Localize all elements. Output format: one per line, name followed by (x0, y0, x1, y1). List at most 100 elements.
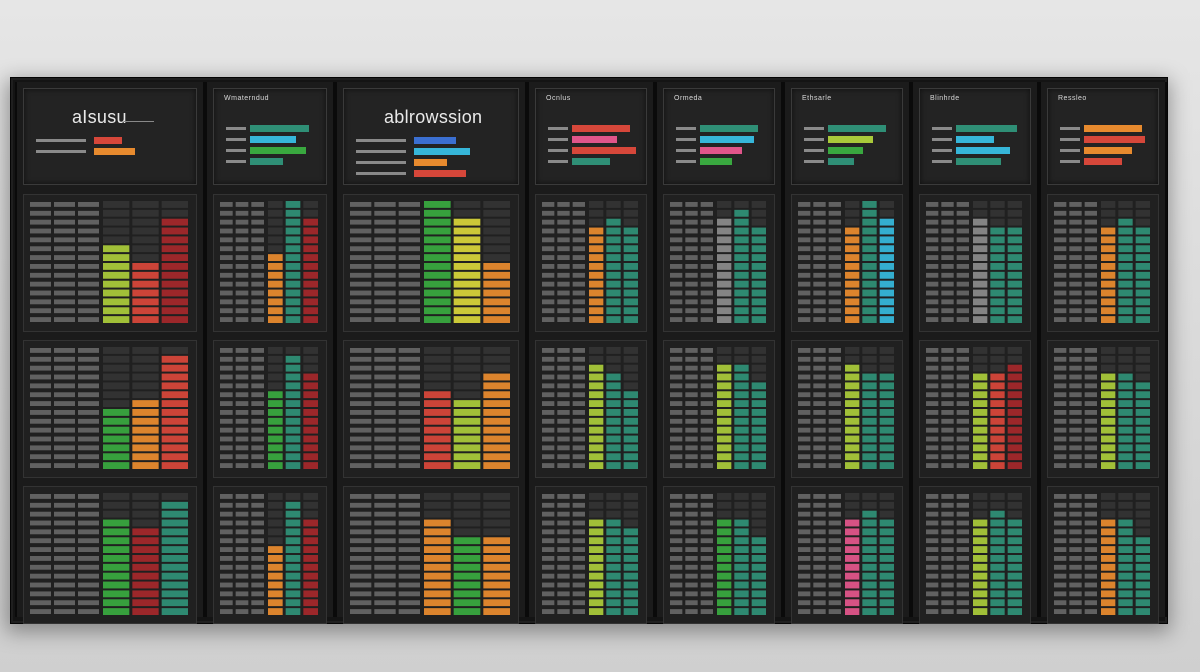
grid-cell (926, 264, 939, 269)
accent-cell (1135, 400, 1150, 407)
grid-cell (1084, 547, 1097, 552)
grid-cell (926, 591, 939, 597)
accent-cell (285, 453, 301, 461)
accent-cell (845, 563, 860, 571)
grid-cell (572, 520, 585, 526)
grid-cell (798, 564, 811, 570)
grid-cell (1084, 591, 1097, 597)
accent-cell (483, 510, 510, 518)
accent-cell (161, 501, 188, 509)
grid-cell (220, 463, 233, 468)
accent-cell (845, 590, 860, 598)
accent-cell (973, 271, 988, 279)
accent-cell (453, 289, 481, 297)
accent-cell (845, 546, 860, 553)
grid-cell (235, 383, 249, 389)
accent-cell (623, 590, 638, 598)
header-bar-label (226, 138, 246, 141)
accent-cell (303, 528, 318, 536)
grid-cell (941, 573, 954, 579)
accent-cell (1135, 289, 1150, 297)
grid-cell (1084, 600, 1097, 606)
grid-cell (350, 281, 372, 287)
grid-cell (30, 538, 51, 544)
grid-cell (685, 427, 698, 433)
accent-cell (973, 599, 988, 607)
accent-cell (285, 289, 301, 297)
grid-cell (557, 454, 570, 460)
accent-cell (424, 590, 451, 598)
accent-cell (717, 501, 732, 509)
grid-cell (670, 401, 683, 406)
grid-cell (828, 520, 841, 526)
accent-cell (862, 254, 877, 261)
grid-cell (572, 427, 585, 433)
header-bar (94, 148, 135, 155)
grid-cell (542, 202, 555, 207)
accent-cell (285, 254, 301, 261)
accent-cell (879, 563, 894, 571)
accent-cell (483, 218, 510, 226)
grid-cell (813, 418, 826, 424)
accent-cell (879, 510, 894, 518)
grid-cell (54, 365, 75, 371)
grid-cell (1054, 383, 1067, 389)
accent-cell (990, 307, 1005, 315)
grid-cell (1069, 317, 1082, 322)
grid-cell (941, 348, 954, 353)
accent-cell (268, 209, 283, 217)
grid-cell (926, 520, 939, 526)
grid-cell (926, 365, 939, 371)
grid-cell (78, 365, 99, 371)
accent-cell (734, 572, 749, 580)
accent-cell (734, 347, 749, 354)
accent-cell (589, 444, 604, 452)
grid-cell (572, 573, 585, 579)
accent-cell (453, 510, 481, 518)
accent-cell (1007, 347, 1022, 354)
grid-cell (557, 410, 570, 415)
accent-cell (606, 289, 621, 297)
grid-cell (1054, 410, 1067, 415)
grid-cell (54, 564, 75, 570)
accent-cell (751, 608, 766, 615)
grid-cell (700, 401, 713, 406)
accent-cell (424, 347, 451, 354)
grid-cell (700, 272, 713, 278)
grid-cell (685, 600, 698, 606)
grid-cell (798, 210, 811, 216)
header-bar (700, 136, 754, 143)
grid-cell (542, 356, 555, 362)
grid-cell (1084, 365, 1097, 371)
header-bar (572, 125, 630, 132)
accent-cell (424, 555, 451, 562)
grid-cell (572, 564, 585, 570)
grid-cell (542, 365, 555, 371)
grid-cell (813, 255, 826, 260)
accent-cell (879, 462, 894, 469)
accent-cell (862, 382, 877, 390)
accent-cell (862, 546, 877, 553)
accent-cell (973, 546, 988, 553)
accent-cell (285, 555, 301, 562)
accent-cell (751, 373, 766, 381)
accent-cell (303, 409, 318, 416)
grid-cell (542, 281, 555, 287)
accent-cell (589, 316, 604, 323)
grid-cell (813, 237, 826, 243)
grid-cell (700, 511, 713, 517)
grid-cell (926, 348, 939, 353)
grid-cell (78, 374, 99, 380)
accent-cell (990, 599, 1005, 607)
accent-cell (453, 563, 481, 571)
grid-cell (350, 547, 372, 552)
accent-cell (268, 254, 283, 261)
accent-cell (879, 599, 894, 607)
dashboard-column: Ormeda (655, 82, 783, 624)
accent-cell (1118, 546, 1133, 553)
accent-cell (1007, 435, 1022, 443)
accent-cell (734, 382, 749, 390)
accent-cell (424, 572, 451, 580)
grid-cell (798, 299, 811, 305)
grid-cell (700, 502, 713, 508)
